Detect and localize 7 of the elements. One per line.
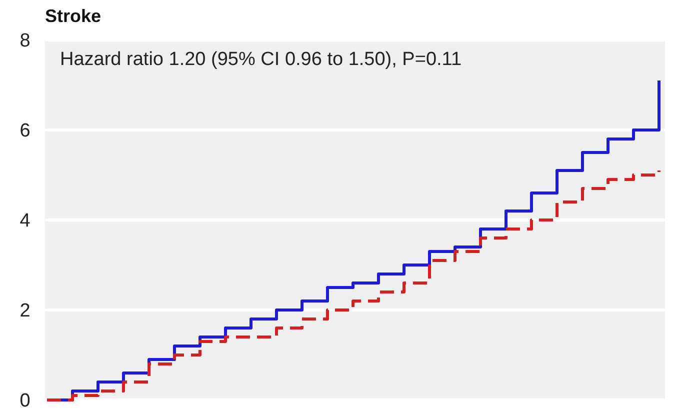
y-tick-label: 4 (20, 210, 31, 232)
y-tick-label: 2 (20, 300, 30, 322)
y-tick-label: 0 (20, 390, 30, 411)
y-tick-label: 6 (20, 120, 30, 142)
y-tick-label: 8 (20, 30, 30, 52)
annotation: Hazard ratio 1.20 (95% CI 0.96 to 1.50), P=0.11 (60, 49, 462, 70)
chart-title: Stroke (45, 6, 102, 26)
